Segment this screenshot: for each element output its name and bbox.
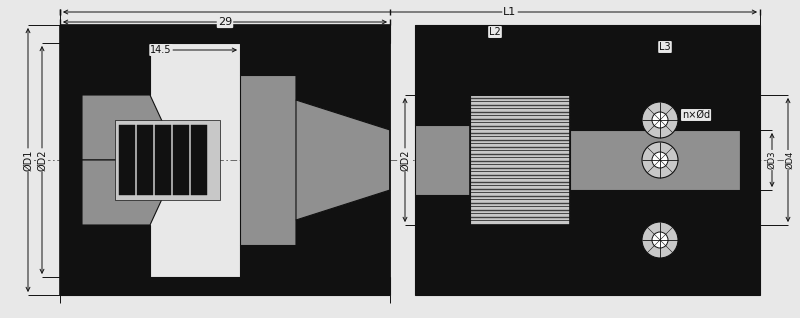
Polygon shape	[82, 160, 180, 225]
Polygon shape	[570, 95, 740, 130]
Polygon shape	[240, 43, 296, 75]
Polygon shape	[415, 25, 760, 95]
Polygon shape	[240, 75, 296, 245]
Circle shape	[652, 152, 668, 168]
Circle shape	[642, 222, 678, 258]
Circle shape	[642, 102, 678, 138]
Polygon shape	[240, 245, 296, 277]
Polygon shape	[296, 43, 390, 130]
Polygon shape	[296, 190, 390, 277]
Polygon shape	[60, 277, 390, 295]
Polygon shape	[570, 130, 740, 190]
Polygon shape	[740, 95, 760, 225]
Polygon shape	[415, 225, 760, 295]
Text: ØD3: ØD3	[767, 151, 777, 169]
Circle shape	[652, 112, 668, 128]
Polygon shape	[415, 95, 470, 125]
Polygon shape	[137, 125, 153, 195]
Polygon shape	[60, 43, 82, 277]
Polygon shape	[173, 125, 189, 195]
Text: L2: L2	[489, 27, 501, 37]
Circle shape	[652, 232, 668, 248]
Text: ØD2: ØD2	[400, 149, 410, 171]
Polygon shape	[470, 95, 570, 225]
Polygon shape	[119, 125, 135, 195]
Text: L3: L3	[659, 42, 671, 52]
Polygon shape	[60, 25, 390, 43]
Text: n×Ød: n×Ød	[682, 110, 710, 120]
Text: ØD1: ØD1	[23, 149, 33, 171]
Text: L1: L1	[503, 7, 517, 17]
Text: ØD2: ØD2	[37, 149, 47, 171]
Circle shape	[642, 142, 678, 178]
Polygon shape	[191, 125, 207, 195]
Text: 14.5: 14.5	[150, 45, 172, 55]
Polygon shape	[415, 195, 470, 225]
Text: 29: 29	[218, 17, 232, 27]
Polygon shape	[115, 120, 220, 200]
Text: ØD4: ØD4	[786, 151, 794, 169]
Polygon shape	[82, 225, 150, 277]
Polygon shape	[155, 125, 171, 195]
Polygon shape	[570, 190, 740, 225]
Polygon shape	[82, 43, 150, 95]
Polygon shape	[82, 95, 180, 160]
Polygon shape	[296, 100, 390, 220]
Polygon shape	[415, 125, 470, 195]
